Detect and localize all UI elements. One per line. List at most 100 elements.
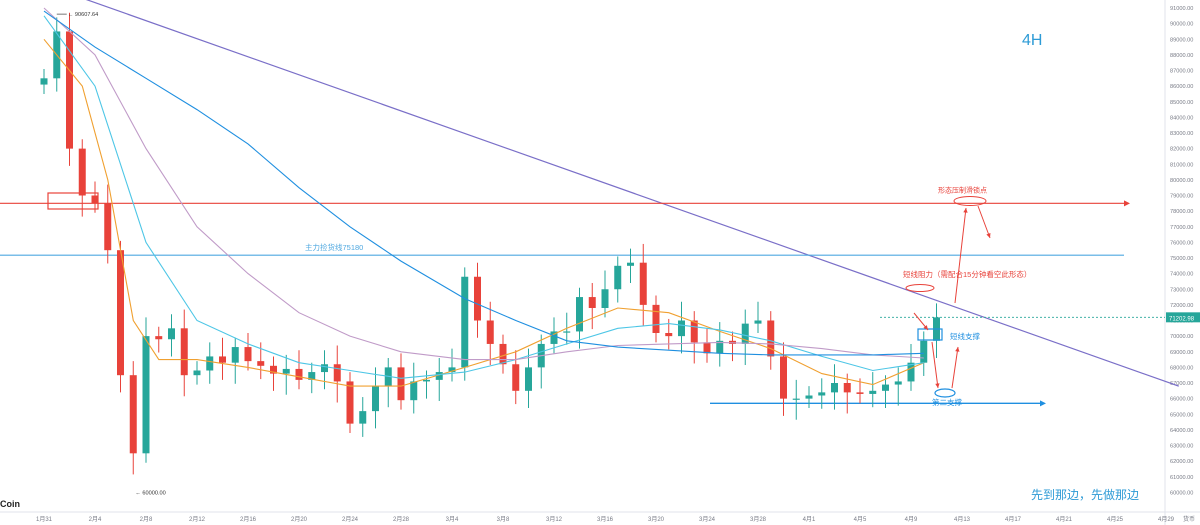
y-tick-label: 63000.00 — [1170, 444, 1193, 450]
x-tick-label: 2月16 — [240, 516, 257, 523]
candle-body — [78, 148, 86, 196]
y-tick-label: 85000.00 — [1170, 100, 1193, 106]
candle-body — [665, 333, 673, 337]
x-tick-label: 2月4 — [89, 516, 102, 523]
x-tick-label: 3月4 — [446, 516, 459, 523]
candle-body — [91, 195, 99, 204]
candle-body — [206, 356, 214, 371]
x-tick-label: 3月12 — [546, 516, 563, 523]
x-tick-label: 4月17 — [1005, 516, 1022, 523]
x-tick-label: 3月28 — [750, 516, 767, 523]
x-tick-label: 1月31 — [36, 516, 53, 523]
candle-body — [627, 262, 634, 266]
candle-body — [741, 323, 749, 344]
candle-body — [614, 265, 622, 290]
y-tick-label: 75000.00 — [1170, 256, 1193, 262]
candle-body — [754, 320, 762, 324]
candle-body — [193, 370, 201, 376]
candle-body — [818, 392, 826, 396]
candle-body — [512, 364, 520, 391]
candle-body — [270, 365, 277, 374]
highlight-box-resistance-zone — [47, 192, 99, 210]
level-label-pattern-target: 形态压制滑锁点 — [938, 185, 987, 194]
candle-body — [652, 304, 660, 333]
x-tick-label: 3月20 — [648, 516, 665, 523]
candle-body — [563, 331, 571, 333]
y-tick-label: 61000.00 — [1170, 475, 1193, 481]
candle-body — [690, 320, 698, 343]
x-tick-label: 4月5 — [854, 516, 867, 523]
candle-body — [66, 31, 73, 149]
x-tick-label: 2月8 — [140, 516, 153, 523]
path-arrow-down-3-head — [986, 233, 991, 238]
descending-trendline — [85, 0, 1179, 387]
y-tick-label: 90000.00 — [1170, 22, 1193, 28]
y-tick-label: 84000.00 — [1170, 115, 1193, 121]
high-price-label: ← 90607.64 — [68, 12, 98, 18]
candle-body — [410, 381, 418, 401]
x-tick-label: 3月16 — [597, 516, 614, 523]
candle-body — [219, 356, 226, 363]
candle-body — [678, 320, 685, 337]
target-circle — [953, 196, 987, 206]
candle-body — [372, 386, 379, 412]
x-tick-label: 2月12 — [189, 516, 206, 523]
y-tick-label: 66000.00 — [1170, 397, 1193, 403]
path-arrow-down-3 — [977, 205, 991, 239]
candle-body — [601, 289, 609, 308]
x-tick-label: 4月29 — [1158, 516, 1175, 523]
y-tick-label: 62000.00 — [1170, 459, 1193, 465]
annotation-short-support: 短线支撑 — [950, 331, 980, 341]
support-box — [917, 328, 943, 341]
candle-body — [843, 383, 851, 393]
x-tick-label: 4月25 — [1107, 516, 1124, 523]
candle-body — [588, 297, 596, 308]
y-tick-label: 80000.00 — [1170, 178, 1193, 184]
path-arrow-up-2-head — [963, 208, 968, 213]
candle-body — [639, 262, 647, 305]
y-tick-label: 64000.00 — [1170, 428, 1193, 434]
candle-body — [856, 392, 864, 394]
x-tick-label: 4月21 — [1056, 516, 1073, 523]
path-arrow-down-2-head — [935, 383, 940, 388]
x-tick-label: 4月13 — [954, 516, 971, 523]
moving-average-ma-long — [43, 10, 924, 356]
y-tick-label: 76000.00 — [1170, 240, 1193, 246]
x-tick-label: 2月20 — [291, 516, 308, 523]
timeframe-label: 4H — [1022, 32, 1042, 49]
y-tick-label: 88000.00 — [1170, 53, 1193, 59]
low-price-label: ← 60000.00 — [135, 490, 165, 496]
candle-body — [869, 390, 877, 394]
moving-average-ma-mid — [43, 15, 924, 379]
caption-text: 先到那边，先做那边 — [1031, 487, 1139, 502]
candle-body — [104, 203, 112, 251]
candle-body — [525, 367, 532, 391]
candle-body — [716, 340, 724, 354]
resistance-circle — [905, 284, 935, 292]
candle-body — [117, 250, 124, 376]
candle-body — [576, 297, 583, 332]
candle-body — [295, 368, 303, 380]
path-arrow-up-1-head — [955, 347, 960, 352]
candle-body — [423, 379, 430, 382]
path-arrow-down-2 — [931, 341, 939, 389]
last-price-tag — [1166, 312, 1200, 323]
candle-body — [805, 395, 813, 399]
y-tick-label: 72000.00 — [1170, 303, 1193, 309]
candle-body — [703, 342, 711, 354]
y-tick-label: 87000.00 — [1170, 69, 1193, 75]
candle-body — [142, 336, 150, 454]
y-tick-label: 81000.00 — [1170, 162, 1193, 168]
candle-body — [231, 347, 239, 363]
candle-body — [448, 367, 456, 373]
annotation-short-resistance: 短线阻力（需配合15分钟看空此形态） — [903, 269, 1031, 279]
candle-body — [920, 340, 928, 363]
candle-body — [282, 368, 290, 374]
candle-body — [155, 336, 163, 340]
candle-body — [780, 356, 787, 399]
x-tick-label: 3月8 — [497, 516, 510, 523]
candle-body — [907, 362, 915, 382]
candle-body — [792, 398, 800, 400]
y-tick-label: 79000.00 — [1170, 194, 1193, 200]
second-support-arrowhead — [1040, 400, 1046, 407]
